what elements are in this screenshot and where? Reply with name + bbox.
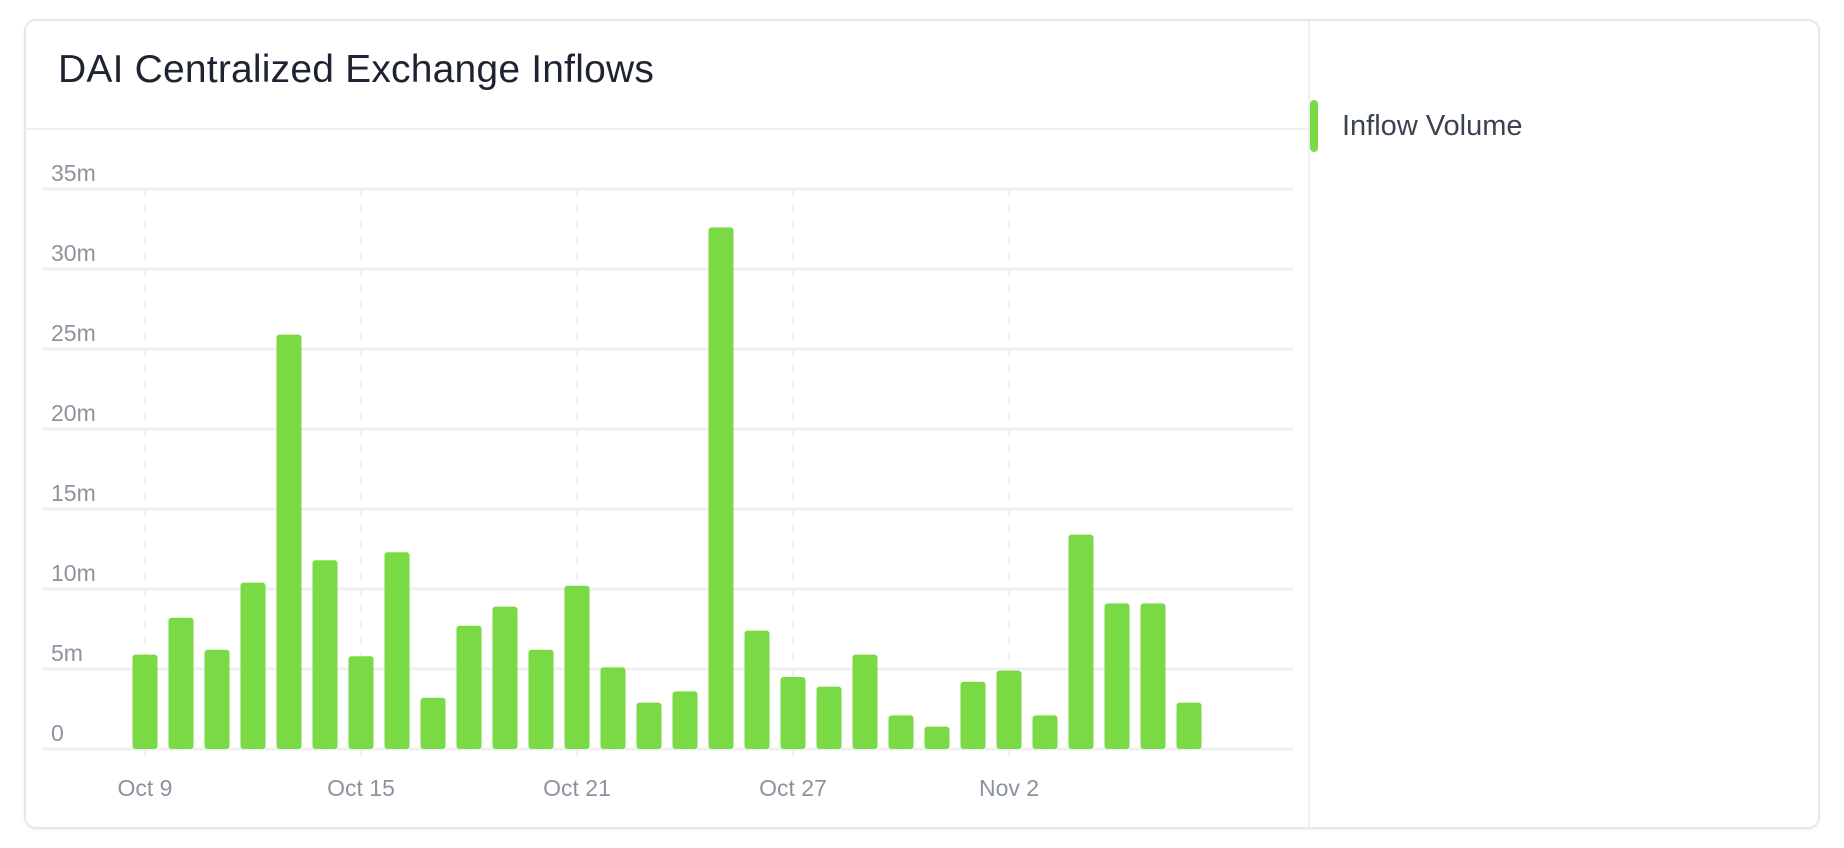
bar [960,681,986,749]
y-tick-label: 10m [51,560,96,586]
bars [132,227,1202,749]
bar [672,691,698,749]
y-tick-label: 20m [51,400,96,426]
bar [276,334,302,749]
chart-title: DAI Centralized Exchange Inflows [58,48,655,91]
y-tick-label: 0 [51,720,64,746]
y-tick-label: 15m [51,480,96,506]
bar [564,585,590,749]
bar [420,697,446,749]
bar [384,552,410,749]
bar [1068,534,1094,749]
bar [1140,603,1166,749]
x-tick-label: Oct 27 [759,775,827,801]
bar [240,582,266,749]
x-tick-label: Oct 9 [118,775,173,801]
bar [852,654,878,749]
bar [708,227,734,749]
bar [204,649,230,749]
bar [456,625,482,749]
bar [348,656,374,749]
bar [312,560,338,749]
bar [636,702,662,749]
y-tick-label: 35m [51,160,96,186]
legend-divider [1308,21,1310,827]
bar [600,667,626,749]
bar [132,654,158,749]
x-tick-label: Oct 15 [327,775,395,801]
legend-swatch [1310,100,1318,152]
y-tick-label: 25m [51,320,96,346]
x-tick-label: Oct 21 [543,775,611,801]
title-divider [26,128,1308,130]
legend-label: Inflow Volume [1342,109,1523,142]
bar [888,715,914,749]
bar [1032,715,1058,749]
bar [996,670,1022,749]
bar [492,606,518,749]
x-tick-label: Nov 2 [979,775,1039,801]
bar [528,649,554,749]
bar [168,617,194,749]
x-axis-labels: Oct 9 Oct 15 Oct 21 Oct 27 Nov 2 [118,775,1040,801]
bar [816,686,842,749]
bar [780,677,806,749]
bar [924,726,950,749]
bar [1176,702,1202,749]
legend-item-inflow-volume[interactable]: Inflow Volume [1310,100,1523,152]
bar [744,630,770,749]
y-axis-labels: 0 5m 10m 15m 20m 25m 30m 35m [51,160,96,746]
bar [1104,603,1130,749]
y-tick-label: 5m [51,640,83,666]
y-tick-label: 30m [51,240,96,266]
